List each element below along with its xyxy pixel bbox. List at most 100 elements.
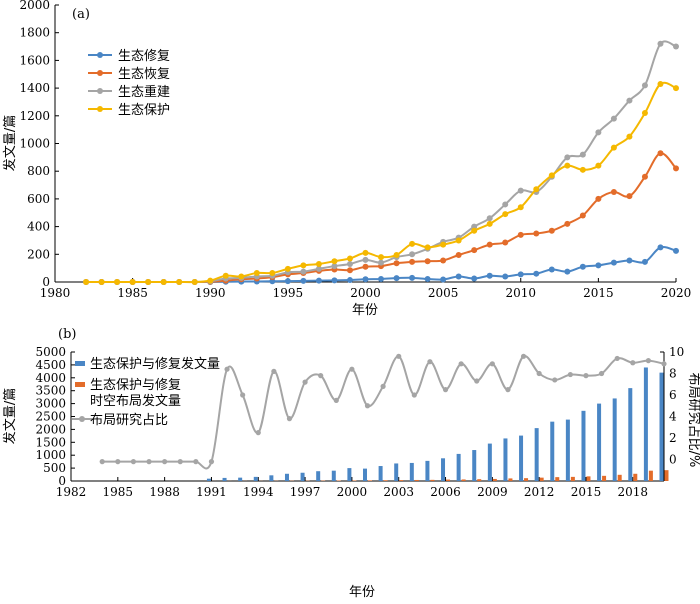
data-point: [549, 228, 555, 234]
data-point: [580, 152, 586, 158]
ratio-point: [349, 367, 354, 372]
data-point: [378, 276, 384, 282]
bar-total: [519, 436, 523, 481]
legend-label: 生态保护: [118, 103, 170, 118]
data-point: [145, 279, 151, 285]
data-point: [378, 260, 384, 266]
x-tick-label: 1990: [195, 286, 226, 300]
y2-axis-title: 布局研究占比/%: [686, 373, 700, 468]
ratio-point: [318, 373, 323, 378]
bar-total: [503, 438, 507, 481]
data-point: [83, 279, 89, 285]
data-point: [611, 260, 617, 266]
data-point: [114, 279, 120, 285]
x-tick-label: 1997: [290, 485, 321, 499]
data-point: [626, 134, 632, 140]
y-axis-title: 发文量/篇: [2, 388, 18, 444]
ratio-point: [162, 459, 167, 464]
bar-total: [581, 411, 585, 481]
data-point: [471, 247, 477, 253]
bar-total: [613, 398, 617, 481]
data-point: [285, 266, 291, 272]
legend-swatch-bar: [75, 382, 85, 387]
data-point: [176, 279, 182, 285]
y2-tick-label: 0: [669, 453, 677, 467]
data-point: [363, 257, 369, 263]
legend-label: 生态保护与修复发文量: [90, 356, 220, 372]
bar-total: [550, 422, 554, 481]
bar-total: [472, 450, 476, 481]
bar-total: [644, 367, 648, 481]
x-tick-label: 2000: [350, 286, 381, 300]
data-point: [456, 252, 462, 258]
y-tick-label: 800: [27, 164, 50, 178]
data-point: [657, 244, 663, 250]
data-point: [487, 242, 493, 248]
data-point: [595, 163, 601, 169]
x-tick-label: 2018: [618, 485, 649, 499]
data-point: [456, 237, 462, 243]
ratio-point: [443, 387, 448, 392]
ratio-point: [193, 459, 198, 464]
data-point: [642, 174, 648, 180]
data-point: [192, 279, 198, 285]
ratio-point: [521, 354, 526, 359]
ratio-point: [490, 361, 495, 366]
ratio-point: [615, 356, 620, 361]
x-tick-label: 1994: [243, 485, 274, 499]
data-point: [673, 85, 679, 91]
data-point: [657, 81, 663, 87]
data-point: [394, 275, 400, 281]
x-tick-label: 2006: [430, 485, 461, 499]
y2-tick-label: 2: [669, 431, 677, 445]
data-point: [533, 271, 539, 277]
series-line: [86, 41, 676, 282]
ratio-point: [537, 371, 542, 376]
x-tick-label: 1988: [149, 485, 180, 499]
data-point: [642, 82, 648, 88]
legend-swatch-marker: [97, 52, 103, 58]
data-point: [518, 232, 524, 238]
data-point: [518, 188, 524, 194]
data-point: [440, 277, 446, 283]
data-point: [657, 41, 663, 47]
data-point: [285, 278, 291, 284]
bar-layout: [649, 471, 653, 481]
data-point: [564, 154, 570, 160]
data-point: [316, 278, 322, 284]
bar-total: [285, 474, 289, 481]
ratio-point: [505, 387, 510, 392]
data-point: [440, 258, 446, 264]
data-point: [611, 145, 617, 151]
bar-total: [254, 477, 258, 481]
data-point: [502, 273, 508, 279]
bar-total: [441, 458, 445, 481]
x-tick-label: 1985: [117, 286, 148, 300]
data-point: [331, 258, 337, 264]
y-tick-label: 1000: [19, 137, 50, 151]
ratio-point: [240, 392, 245, 397]
ratio-point: [661, 361, 666, 366]
data-point: [269, 270, 275, 276]
panel-a-line-chart: 0200400600800100012001400160018002000198…: [2, 0, 691, 318]
panel-label: (b): [58, 327, 76, 342]
x-tick-label: 1985: [103, 485, 134, 499]
x-tick-label: 2003: [383, 485, 414, 499]
data-point: [378, 254, 384, 260]
legend-label: 生态保护与修复: [90, 378, 181, 393]
ratio-point: [646, 358, 651, 363]
data-point: [363, 250, 369, 256]
bar-total: [597, 404, 601, 481]
data-point: [409, 241, 415, 247]
bar-total: [628, 388, 632, 481]
y-tick-label: 2000: [35, 422, 66, 436]
x-tick-label: 1982: [56, 485, 87, 499]
ratio-point: [599, 371, 604, 376]
bar-total: [425, 461, 429, 481]
ratio-point: [178, 459, 183, 464]
y2-tick-label: 8: [669, 367, 677, 381]
y-tick-label: 3500: [35, 384, 66, 398]
bar-layout: [540, 478, 544, 481]
ratio-point: [568, 372, 573, 377]
